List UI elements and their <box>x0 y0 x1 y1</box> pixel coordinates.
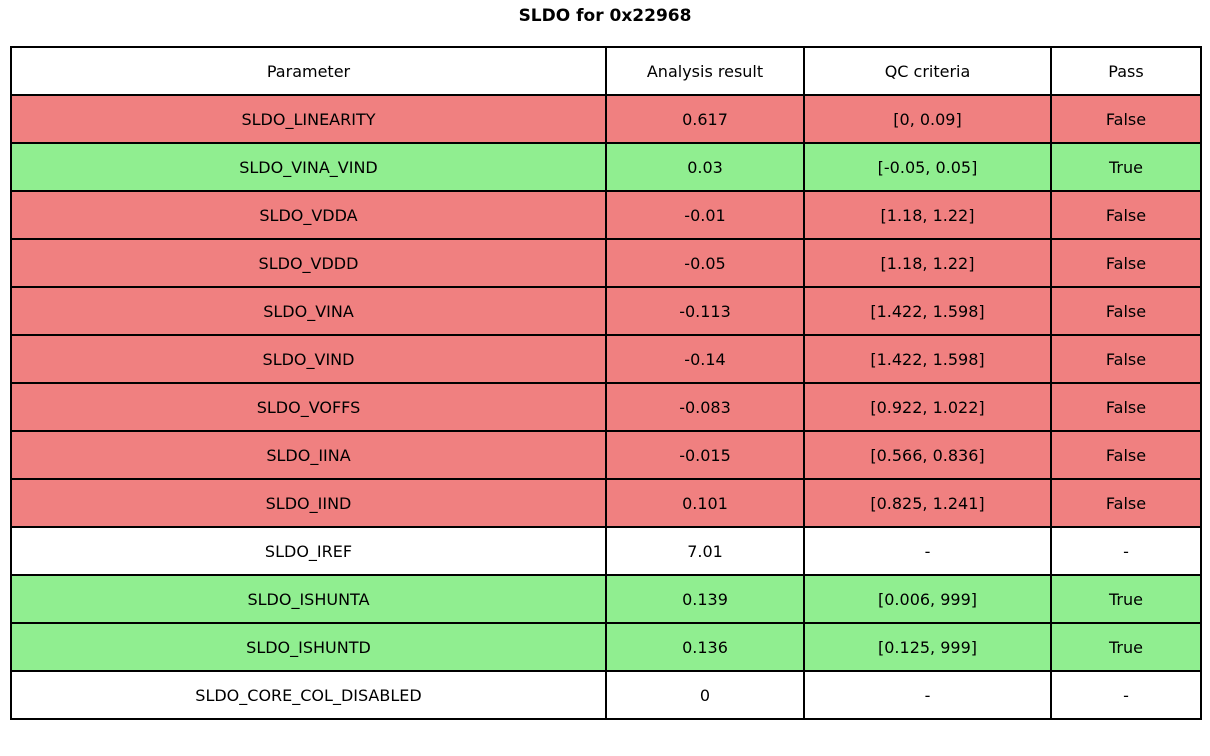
parameter-cell: SLDO_VIND <box>10 334 607 384</box>
qc-criteria-cell: [0.125, 999] <box>803 622 1052 672</box>
parameter-cell: SLDO_VDDA <box>10 190 607 240</box>
table-row: SLDO_IINA -0.015 [0.566, 0.836] False <box>10 430 1202 480</box>
page-title: SLDO for 0x22968 <box>518 6 692 26</box>
qc-criteria-cell: [0.566, 0.836] <box>803 430 1052 480</box>
analysis-result-cell: 0.136 <box>605 622 805 672</box>
analysis-result-cell: -0.083 <box>605 382 805 432</box>
analysis-result-cell: -0.01 <box>605 190 805 240</box>
parameter-cell: SLDO_VINA_VIND <box>10 142 607 192</box>
analysis-result-cell: 0.101 <box>605 478 805 528</box>
analysis-result-cell: 0.139 <box>605 574 805 624</box>
column-header-parameter: Parameter <box>10 46 607 96</box>
column-header-qc-criteria: QC criteria <box>803 46 1052 96</box>
table-row: SLDO_IREF 7.01- - <box>10 526 1202 576</box>
analysis-result-cell: -0.05 <box>605 238 805 288</box>
qc-criteria-cell: - <box>803 526 1052 576</box>
qc-criteria-cell: [-0.05, 0.05] <box>803 142 1052 192</box>
table-row: SLDO_LINEARITY 0.617 [0, 0.09] False <box>10 94 1202 144</box>
analysis-result-cell: 7.01 <box>605 526 805 576</box>
parameter-cell: SLDO_IINA <box>10 430 607 480</box>
table-row: SLDO_ISHUNTA 0.139 [0.006, 999] True <box>10 574 1202 624</box>
qc-criteria-cell: [1.18, 1.22] <box>803 238 1052 288</box>
pass-cell: False <box>1050 382 1202 432</box>
qc-criteria-cell: [0.006, 999] <box>803 574 1052 624</box>
analysis-result-cell: -0.113 <box>605 286 805 336</box>
pass-cell: False <box>1050 238 1202 288</box>
parameter-cell: SLDO_ISHUNTD <box>10 622 607 672</box>
pass-cell: False <box>1050 334 1202 384</box>
qc-criteria-cell: [1.18, 1.22] <box>803 190 1052 240</box>
analysis-result-cell: 0.03 <box>605 142 805 192</box>
parameter-cell: SLDO_IIND <box>10 478 607 528</box>
table-row: SLDO_VOFFS -0.083 [0.922, 1.022] False <box>10 382 1202 432</box>
qc-results-table: Parameter Analysis result QC criteria Pass … <box>10 46 1202 720</box>
pass-cell: - <box>1050 526 1202 576</box>
pass-cell: True <box>1050 142 1202 192</box>
qc-criteria-cell: - <box>803 670 1052 720</box>
table-row: SLDO_VDDA -0.01 [1.18, 1.22] False <box>10 190 1202 240</box>
qc-criteria-cell: [0.922, 1.022] <box>803 382 1052 432</box>
pass-cell: False <box>1050 190 1202 240</box>
qc-criteria-cell: [1.422, 1.598] <box>803 286 1052 336</box>
pass-cell: True <box>1050 622 1202 672</box>
table-row: SLDO_ISHUNTD 0.136 [0.125, 999] True <box>10 622 1202 672</box>
parameter-cell: SLDO_IREF <box>10 526 607 576</box>
column-header-analysis-result: Analysis result <box>605 46 805 96</box>
table-row: SLDO_VINA -0.113 [1.422, 1.598] False <box>10 286 1202 336</box>
analysis-result-cell: -0.015 <box>605 430 805 480</box>
parameter-cell: SLDO_LINEARITY <box>10 94 607 144</box>
table-row: SLDO_VINA_VIND 0.03 [-0.05, 0.05] True <box>10 142 1202 192</box>
qc-criteria-cell: [0, 0.09] <box>803 94 1052 144</box>
pass-cell: - <box>1050 670 1202 720</box>
table-row: SLDO_CORE_COL_DISABLED 0- - <box>10 670 1202 720</box>
pass-cell: True <box>1050 574 1202 624</box>
analysis-result-cell: 0.617 <box>605 94 805 144</box>
parameter-cell: SLDO_CORE_COL_DISABLED <box>10 670 607 720</box>
table-header-row: Parameter Analysis result QC criteria Pass <box>10 46 1202 96</box>
qc-criteria-cell: [0.825, 1.241] <box>803 478 1052 528</box>
pass-cell: False <box>1050 478 1202 528</box>
table-row: SLDO_VDDD -0.05 [1.18, 1.22] False <box>10 238 1202 288</box>
pass-cell: False <box>1050 430 1202 480</box>
qc-criteria-cell: [1.422, 1.598] <box>803 334 1052 384</box>
pass-cell: False <box>1050 286 1202 336</box>
analysis-result-cell: -0.14 <box>605 334 805 384</box>
parameter-cell: SLDO_VOFFS <box>10 382 607 432</box>
analysis-result-cell: 0 <box>605 670 805 720</box>
column-header-pass: Pass <box>1050 46 1202 96</box>
table-row: SLDO_VIND -0.14 [1.422, 1.598] False <box>10 334 1202 384</box>
parameter-cell: SLDO_ISHUNTA <box>10 574 607 624</box>
parameter-cell: SLDO_VINA <box>10 286 607 336</box>
table-row: SLDO_IIND 0.101 [0.825, 1.241] False <box>10 478 1202 528</box>
pass-cell: False <box>1050 94 1202 144</box>
parameter-cell: SLDO_VDDD <box>10 238 607 288</box>
